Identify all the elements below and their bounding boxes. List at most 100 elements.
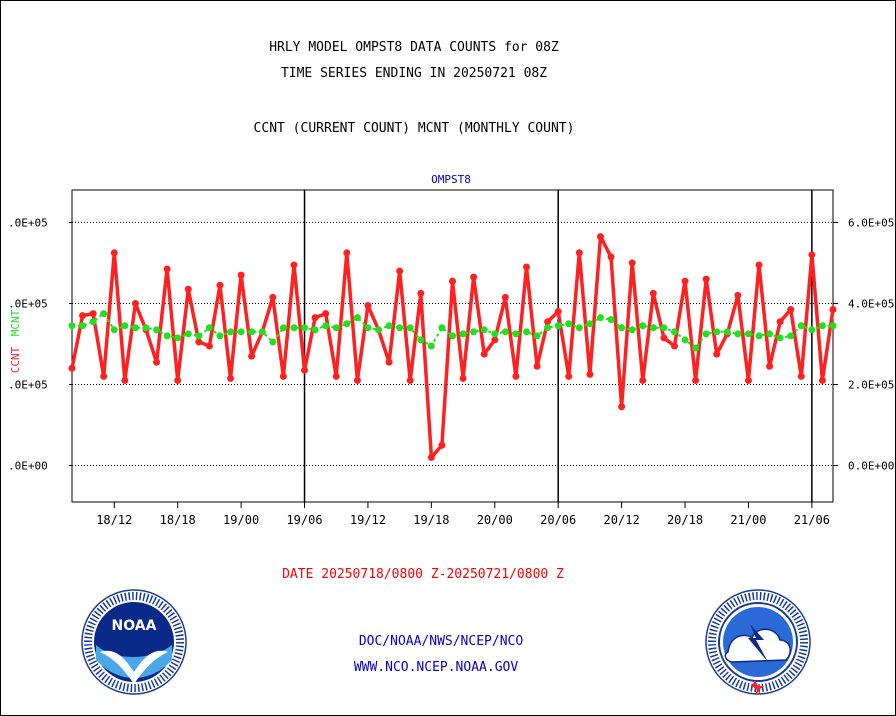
data-point-ccnt	[269, 293, 277, 301]
right-tick-label: 0.0E+00	[848, 460, 894, 473]
x-tick-label: 20/00	[477, 513, 513, 527]
data-point-mcnt	[491, 330, 499, 338]
x-tick-label: 19/06	[286, 513, 322, 527]
data-point-mcnt	[163, 332, 171, 340]
date-range: DATE 20250718/0800 Z-20250721/0800 Z	[282, 567, 564, 582]
left-tick-label: .0E+05	[8, 378, 48, 391]
data-point-ccnt	[205, 342, 213, 350]
data-point-mcnt	[364, 324, 372, 332]
data-point-ccnt	[533, 362, 541, 370]
data-point-ccnt	[554, 308, 562, 316]
data-point-ccnt	[353, 376, 361, 384]
left-tick-label: .0E+05	[8, 216, 48, 229]
data-point-ccnt	[174, 376, 182, 384]
data-point-ccnt	[766, 362, 774, 370]
x-tick-label: 20/12	[604, 513, 640, 527]
data-point-mcnt	[195, 332, 203, 340]
data-point-ccnt	[628, 259, 636, 267]
data-point-ccnt	[121, 376, 129, 384]
data-point-ccnt	[734, 291, 742, 299]
data-point-mcnt	[121, 322, 129, 330]
data-point-ccnt	[829, 306, 837, 314]
data-point-mcnt	[744, 330, 752, 338]
right-tick-label: 6.0E+05	[848, 216, 894, 229]
data-point-ccnt	[797, 372, 805, 380]
data-point-ccnt	[618, 403, 626, 411]
data-point-ccnt	[649, 289, 657, 297]
data-point-mcnt	[544, 324, 552, 332]
data-point-ccnt	[438, 441, 446, 449]
data-point-mcnt	[449, 332, 456, 340]
data-point-ccnt	[216, 281, 224, 289]
data-point-mcnt	[522, 328, 530, 336]
x-tick-label: 18/18	[160, 513, 196, 527]
data-point-ccnt	[322, 310, 330, 318]
data-point-mcnt	[417, 336, 425, 344]
data-point-ccnt	[427, 453, 435, 461]
data-point-mcnt	[131, 324, 139, 332]
data-point-ccnt	[544, 318, 552, 326]
data-point-mcnt	[734, 330, 742, 338]
data-point-ccnt	[565, 372, 573, 380]
footer-link-doc[interactable]: DOC/NOAA/NWS/NCEP/NCO	[359, 634, 524, 649]
data-point-mcnt	[480, 326, 488, 334]
data-point-mcnt	[596, 314, 604, 322]
data-point-ccnt	[660, 334, 668, 342]
right-tick-label: 4.0E+05	[848, 297, 894, 310]
data-point-mcnt	[628, 326, 636, 334]
data-point-mcnt	[470, 328, 478, 336]
data-point-mcnt	[607, 316, 615, 324]
data-point-ccnt	[818, 376, 826, 384]
left-tick-label: .0E+05	[8, 297, 48, 310]
data-point-mcnt	[427, 342, 435, 350]
data-point-ccnt	[163, 265, 171, 273]
data-point-mcnt	[174, 334, 182, 342]
data-point-ccnt	[501, 293, 509, 301]
footer-link-website[interactable]: WWW.NCO.NCEP.NOAA.GOV	[354, 660, 519, 675]
left-tick-label: .0E+00	[8, 460, 48, 473]
data-point-ccnt	[713, 350, 721, 358]
data-point-ccnt	[449, 277, 456, 285]
data-point-mcnt	[290, 324, 298, 332]
data-point-ccnt	[776, 318, 784, 326]
data-point-ccnt	[787, 306, 795, 314]
data-point-ccnt	[290, 261, 298, 269]
data-point-ccnt	[311, 314, 319, 322]
plot-border	[71, 189, 834, 503]
data-point-ccnt	[692, 376, 700, 384]
data-point-mcnt	[459, 330, 467, 338]
data-point-ccnt	[131, 299, 139, 307]
data-point-mcnt	[575, 324, 583, 332]
data-point-mcnt	[301, 324, 309, 332]
data-point-mcnt	[808, 326, 816, 334]
nws-logo	[705, 589, 811, 696]
data-point-mcnt	[766, 330, 774, 338]
x-tick-label: 21/06	[794, 513, 830, 527]
data-point-ccnt	[364, 301, 372, 309]
data-point-mcnt	[68, 322, 76, 330]
data-point-mcnt	[681, 336, 689, 344]
data-point-ccnt	[153, 358, 161, 366]
data-point-mcnt	[713, 328, 721, 336]
data-point-ccnt	[279, 372, 287, 380]
data-point-mcnt	[311, 326, 319, 334]
data-point-ccnt	[100, 372, 108, 380]
data-point-mcnt	[660, 324, 668, 332]
data-point-mcnt	[787, 332, 795, 340]
data-point-ccnt	[681, 277, 689, 285]
data-point-mcnt	[279, 324, 287, 332]
data-point-ccnt	[512, 372, 520, 380]
noaa-logo: NOAA	[81, 589, 187, 695]
data-point-mcnt	[618, 324, 626, 332]
data-point-mcnt	[142, 324, 150, 332]
data-point-mcnt	[89, 318, 97, 326]
x-tick-label: 21/00	[730, 513, 766, 527]
x-tick-label: 19/12	[350, 513, 386, 527]
data-point-mcnt	[554, 322, 562, 330]
data-point-ccnt	[237, 271, 245, 279]
data-point-mcnt	[343, 320, 351, 328]
data-point-mcnt	[501, 328, 509, 336]
right-tick-label: 2.0E+05	[848, 378, 894, 391]
data-point-ccnt	[110, 249, 118, 257]
